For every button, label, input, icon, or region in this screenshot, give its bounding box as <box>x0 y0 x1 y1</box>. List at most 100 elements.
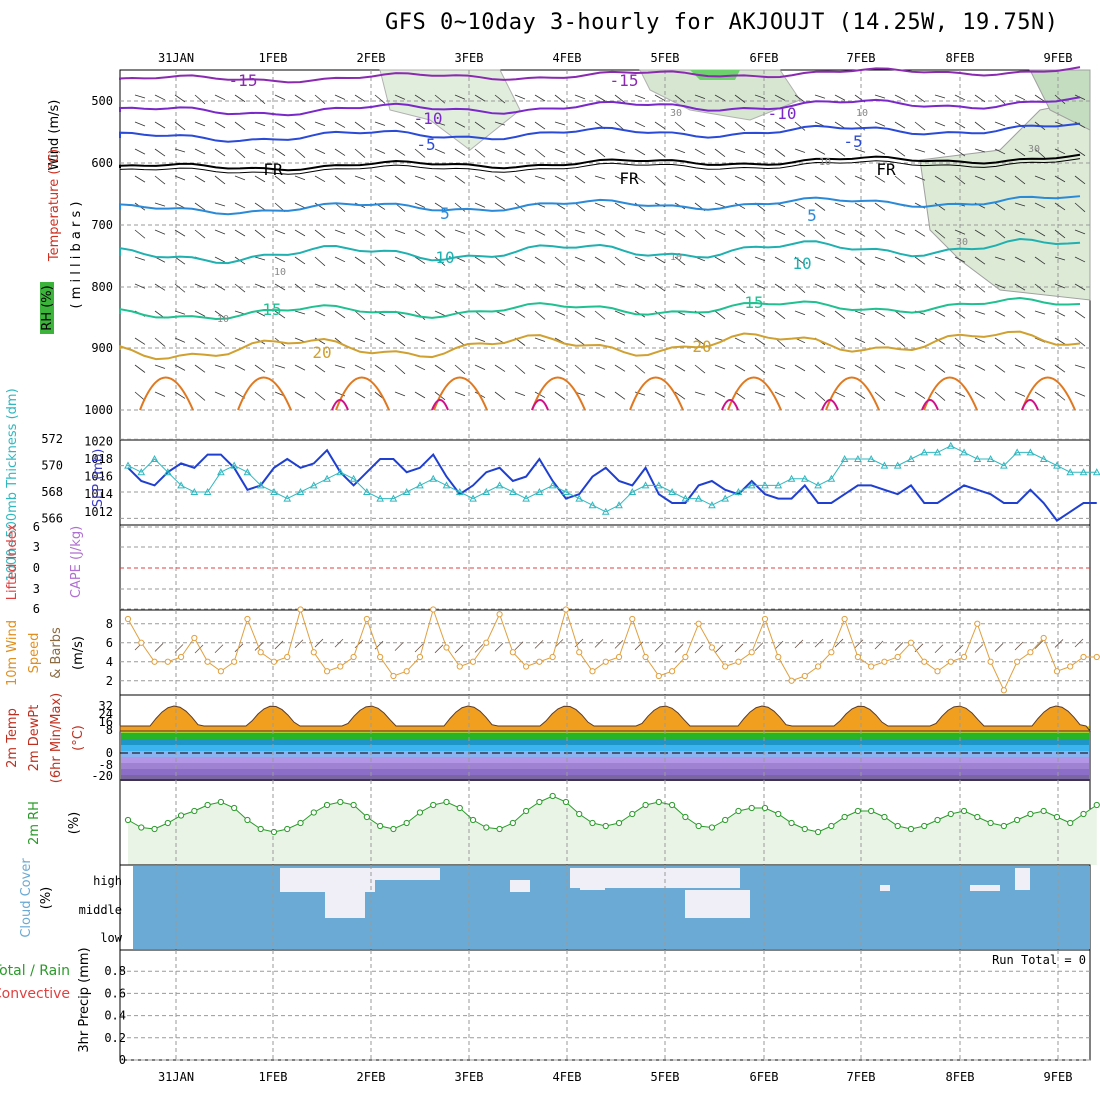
wind-barb <box>814 148 826 155</box>
wind-barb <box>214 121 226 129</box>
wind-barb <box>394 94 406 100</box>
wind-barb <box>714 121 726 129</box>
wind10-series-point <box>456 663 463 670</box>
rh2m-series-point <box>748 804 755 812</box>
wind-barb <box>714 391 726 398</box>
wind-barb <box>794 364 806 372</box>
li-tick-label: 6 <box>33 520 40 534</box>
wind-barb <box>174 94 186 103</box>
wind-barb <box>434 121 446 126</box>
contour-label: -5 <box>416 135 435 154</box>
wind-barb <box>574 337 586 346</box>
wind-barb <box>534 94 546 102</box>
wind-barb <box>434 337 446 345</box>
wind-barb <box>494 256 506 266</box>
wind-barb <box>154 121 166 129</box>
cloud-level-label: low <box>100 931 122 945</box>
wind10-barb <box>394 642 404 651</box>
wind-barb <box>854 364 866 372</box>
wind10-series-point <box>350 653 357 661</box>
wind-barb <box>554 256 566 266</box>
wind-barb <box>1034 391 1046 399</box>
wind-barb <box>594 283 606 292</box>
thickness-series-point <box>920 448 929 456</box>
wind-barb <box>674 256 686 266</box>
thickness-series-point <box>1092 468 1100 476</box>
rh2m-series-point <box>722 816 729 824</box>
wind-barb <box>134 148 146 155</box>
wind10-barb <box>254 642 264 651</box>
wind-barb <box>354 310 366 321</box>
wind-barb <box>154 175 166 185</box>
thickness-series-point <box>562 487 570 495</box>
wind-barb <box>314 229 326 239</box>
wind-barb <box>534 310 546 320</box>
wind-barb <box>514 148 526 156</box>
wind-barb <box>1074 283 1086 291</box>
wind-barb <box>714 229 726 236</box>
wind-barb <box>154 94 166 101</box>
wind10-barb <box>514 641 524 651</box>
wind-barb <box>1074 364 1086 369</box>
wind-barb <box>994 364 1006 373</box>
temp2m-tick-label: 24 <box>99 707 113 721</box>
wind-barb <box>834 364 846 370</box>
wind-barb <box>434 364 446 373</box>
thickness-series-point <box>376 494 384 502</box>
wind-barb <box>1034 364 1046 371</box>
wind-barb <box>354 148 366 158</box>
rh-area-high <box>690 70 740 80</box>
wind10-series-point <box>854 653 861 661</box>
wind-barb <box>754 310 766 318</box>
wind-barb <box>554 121 566 126</box>
wind-barb <box>414 391 426 399</box>
wind-barb <box>474 148 486 158</box>
li-tick-label: 0 <box>33 561 40 575</box>
wind-barb <box>874 202 886 211</box>
wind10-series-point <box>602 658 609 665</box>
cloud-gap <box>580 880 605 890</box>
wind-barb <box>274 283 286 291</box>
wind-barb <box>754 148 766 155</box>
wind-barb <box>694 337 706 346</box>
wind-barb <box>934 229 946 239</box>
wind10-series-point <box>775 653 782 661</box>
wind-barb <box>194 148 206 155</box>
wind-barb <box>934 391 946 401</box>
wind-barb <box>294 202 306 209</box>
wind-barb <box>314 256 326 267</box>
rh2m-series-point <box>390 825 397 833</box>
wind10-series-point <box>509 649 516 656</box>
wind-barb <box>174 391 186 399</box>
wind-barb <box>834 391 846 398</box>
thickness-series-point <box>1079 468 1088 476</box>
temperature-axis-label: Temperature (°C) <box>47 149 62 262</box>
contour-label: FR <box>876 160 896 179</box>
wind10-series-point <box>708 644 716 651</box>
wind-barb <box>914 283 926 293</box>
wind10-series-point <box>177 653 185 661</box>
wind-barb <box>614 337 626 344</box>
wind-axis-label: Wind (m/s) <box>47 100 62 171</box>
wind-barb <box>394 391 406 397</box>
wind-barb <box>454 94 466 100</box>
wind-barb <box>234 337 246 343</box>
rh2m-series-point <box>814 828 822 836</box>
wind-barb <box>414 256 426 264</box>
wind-barb <box>514 310 526 318</box>
thickness-series-point <box>734 487 743 495</box>
wind-barb <box>934 310 946 317</box>
thickness-tick-label: 570 <box>41 459 63 473</box>
slp-tick-label: 1014 <box>84 487 113 501</box>
temp-contour <box>119 122 1081 143</box>
wind-barb <box>634 94 646 100</box>
wind-barb <box>794 175 806 181</box>
wind-barb <box>694 364 706 374</box>
slp-panel <box>119 439 1091 526</box>
wind-barb <box>394 175 406 184</box>
temp-contour-25 <box>433 376 488 411</box>
wind-barb <box>434 256 446 266</box>
wind-barb <box>954 391 966 397</box>
wind-barb <box>234 121 246 131</box>
rh2m-series-point <box>562 798 570 806</box>
